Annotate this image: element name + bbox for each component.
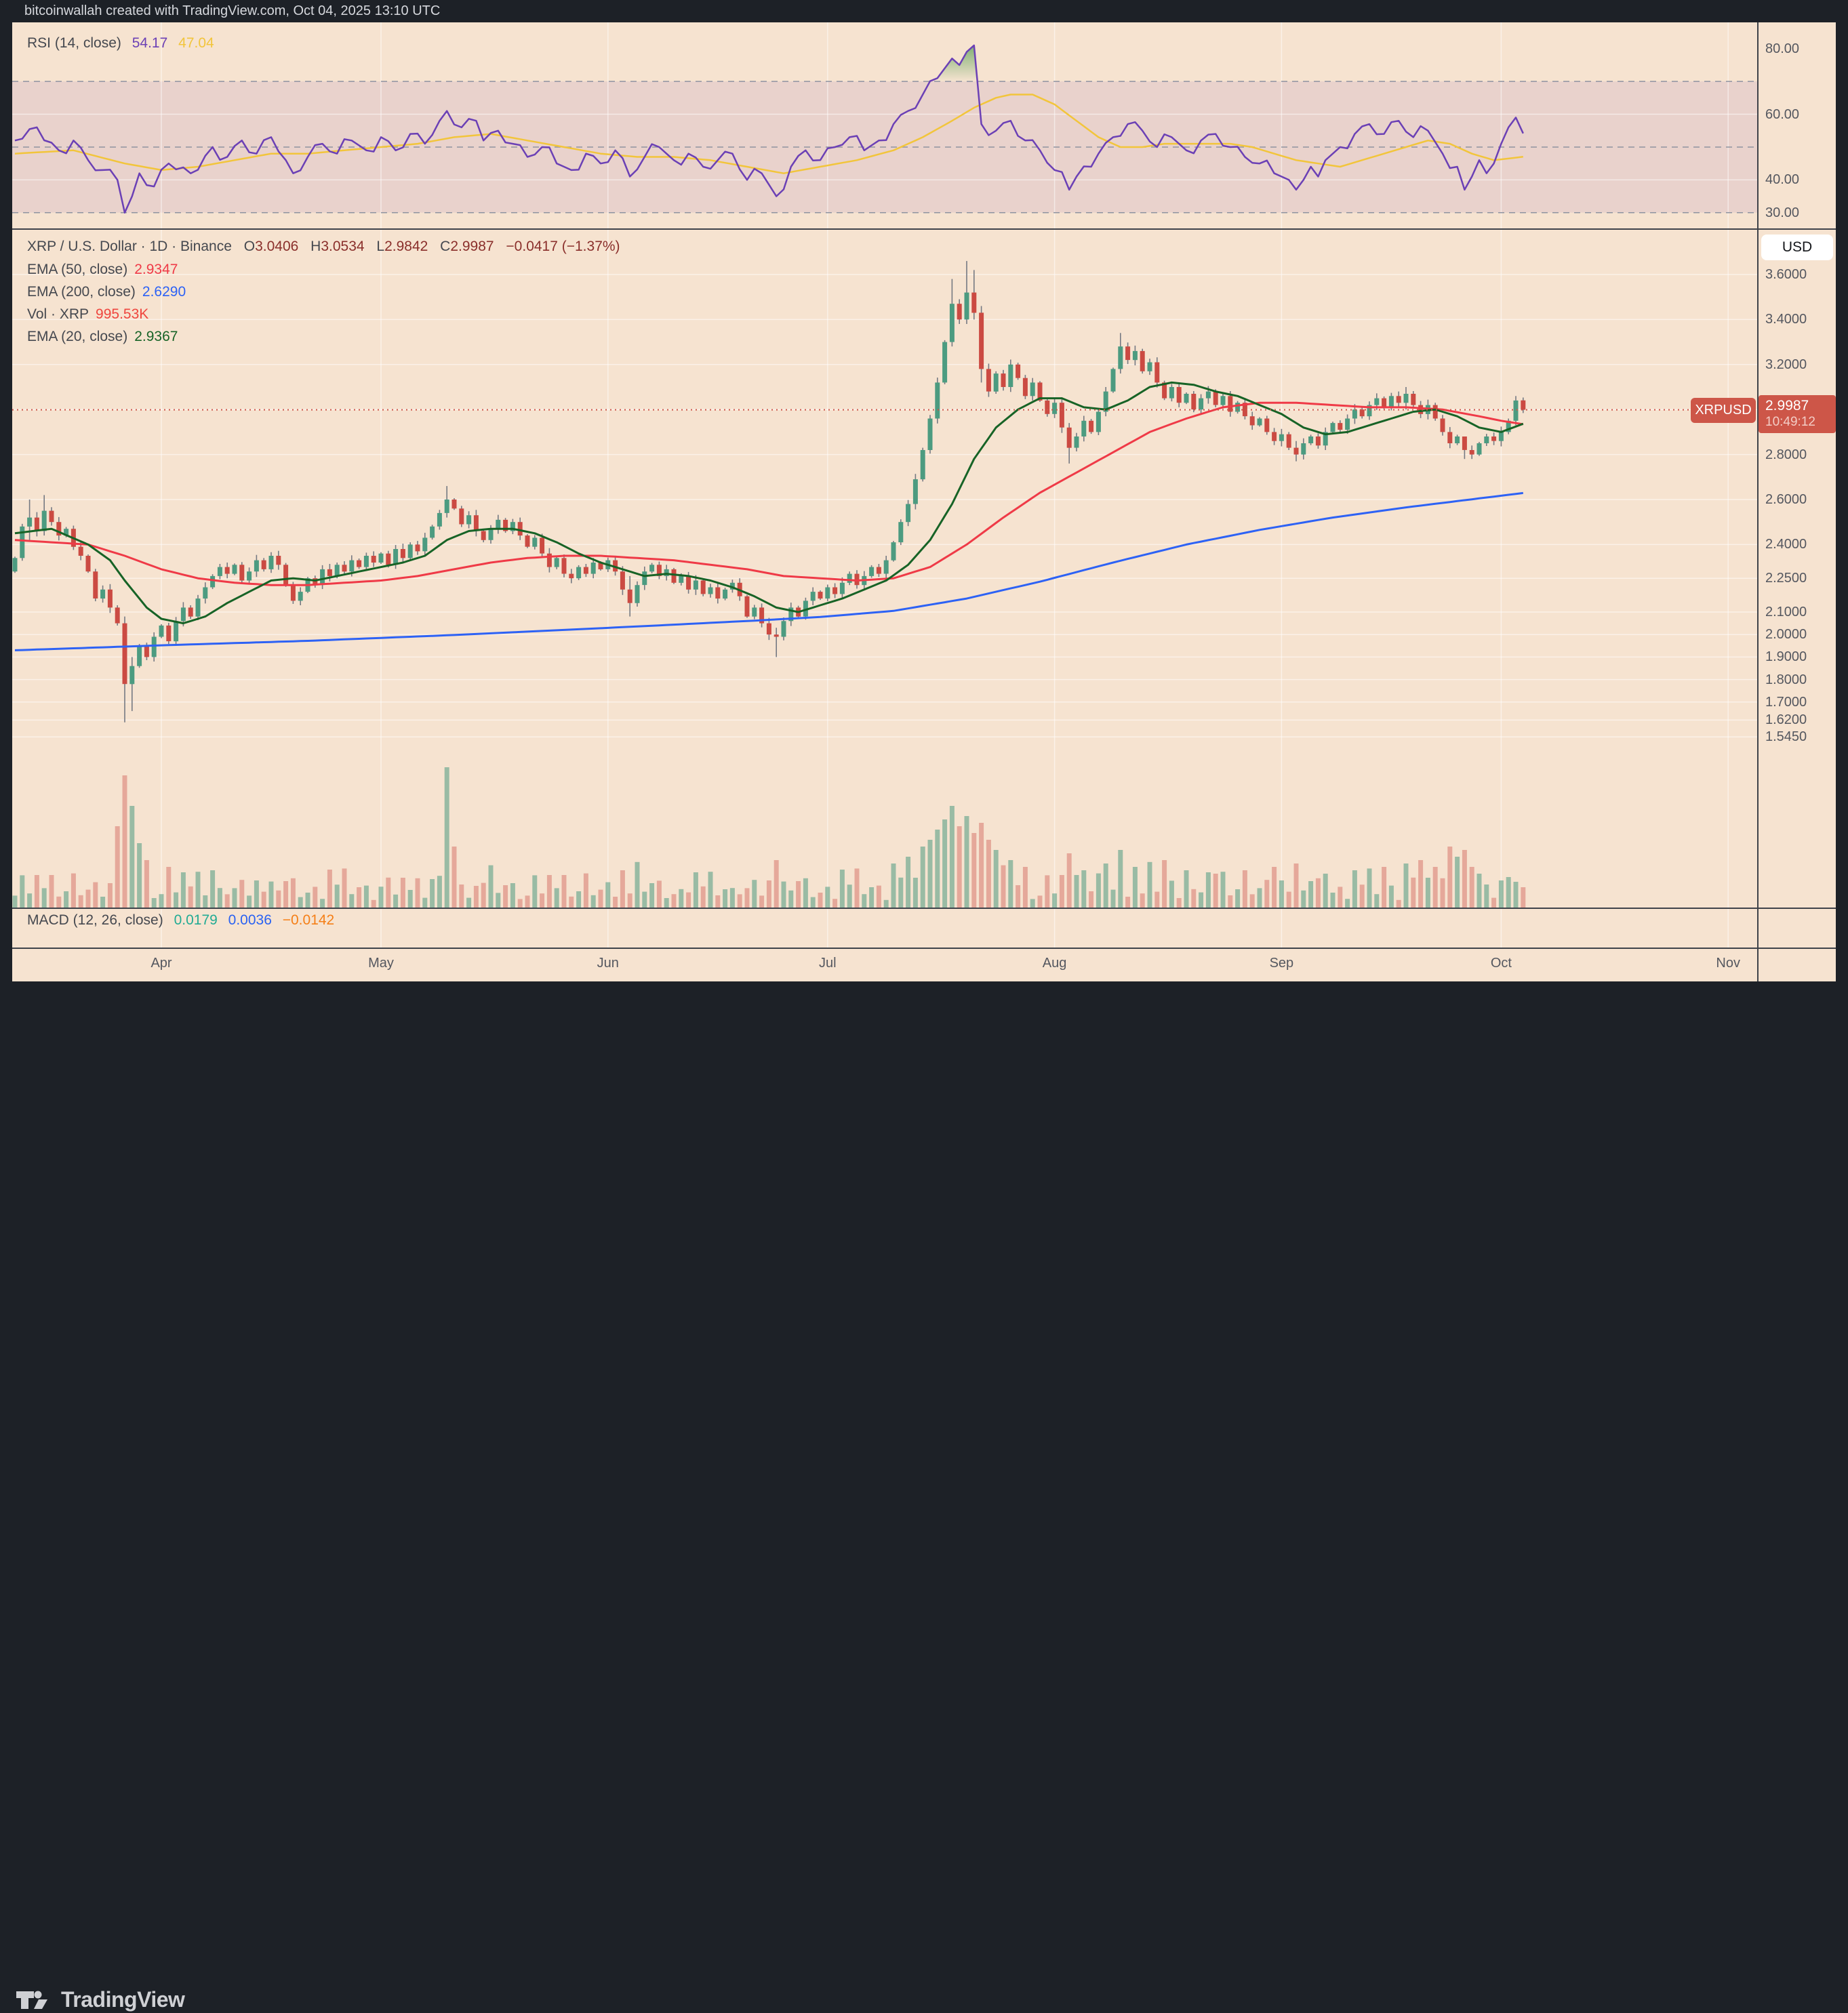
indicator-value: 2.9367: [134, 329, 178, 344]
indicator-label: EMA (20, close): [27, 329, 128, 344]
rsi-ma-value: 47.04: [178, 35, 214, 51]
indicator-legend-row: EMA (50, close) 2.9347: [27, 262, 178, 278]
chart-canvas[interactable]: [0, 0, 1848, 1055]
low-value: 2.9842: [384, 239, 428, 254]
tradingview-wordmark: TradingView: [61, 1987, 185, 2012]
last-price-value: 2.9987: [1765, 398, 1809, 413]
price-axis-label: 3.4000: [1765, 312, 1807, 327]
price-axis-label: 2.0000: [1765, 627, 1807, 643]
close-value: 2.9987: [450, 239, 494, 254]
indicator-value: 2.6290: [142, 284, 186, 300]
indicator-legend-row: Vol · XRP 995.53K: [27, 306, 148, 323]
price-axis-label: 1.8000: [1765, 672, 1807, 687]
currency-toggle-button[interactable]: USD: [1761, 235, 1833, 260]
macd-legend: MACD (12, 26, close) 0.0179 0.0036 −0.01…: [27, 912, 334, 929]
price-axis-label: 3.6000: [1765, 267, 1807, 282]
time-axis-month-label: May: [368, 956, 394, 971]
price-axis-label: 2.8000: [1765, 447, 1807, 462]
macd-signal-value: −0.0142: [282, 912, 335, 928]
indicator-legend-row: EMA (20, close) 2.9367: [27, 329, 178, 345]
price-axis-label: 1.7000: [1765, 694, 1807, 710]
symbol-legend: XRP / U.S. Dollar · 1D · Binance O3.0406…: [27, 239, 620, 255]
indicator-value: 995.53K: [96, 306, 149, 322]
high-value: 3.0534: [321, 239, 365, 254]
indicator-legend-row: EMA (200, close) 2.6290: [27, 284, 186, 300]
symbol-price-tag: XRPUSD: [1691, 398, 1756, 423]
price-axis-label: 1.5450: [1765, 729, 1807, 745]
currency-label: USD: [1782, 239, 1813, 255]
rsi-legend: RSI (14, close) 54.17 47.04: [27, 35, 214, 52]
indicator-label: EMA (200, close): [27, 284, 136, 300]
price-axis-label: 2.1000: [1765, 605, 1807, 619]
indicator-label: EMA (50, close): [27, 262, 128, 277]
price-axis-label: 2.4000: [1765, 537, 1807, 552]
rsi-value: 54.17: [132, 35, 168, 51]
close-label: C: [440, 239, 451, 254]
low-label: L: [376, 239, 385, 254]
tradingview-glyph-icon: [16, 1991, 47, 2009]
symbol-tag-text: XRPUSD: [1695, 403, 1752, 418]
price-axis-label: 2.2500: [1765, 571, 1807, 586]
time-axis-month-label: Nov: [1716, 956, 1740, 971]
attribution-text: bitcoinwallah created with TradingView.c…: [24, 3, 441, 18]
last-price-tag[interactable]: 2.9987 10:49:12: [1759, 395, 1836, 433]
symbol-title: XRP / U.S. Dollar · 1D · Binance: [27, 239, 232, 254]
high-label: H: [310, 239, 321, 254]
rsi-axis-label: 40.00: [1765, 172, 1800, 188]
macd-legend-label: MACD (12, 26, close): [27, 912, 163, 928]
rsi-axis-label: 80.00: [1765, 41, 1800, 56]
time-axis-month-label: Sep: [1269, 956, 1294, 971]
tradingview-logo[interactable]: TradingView: [16, 1986, 185, 2013]
indicator-value: 2.9347: [134, 262, 178, 277]
time-axis-month-label: Oct: [1490, 956, 1512, 971]
price-axis-label: 1.9000: [1765, 649, 1807, 665]
indicator-label: Vol · XRP: [27, 306, 89, 322]
time-axis-month-label: Jun: [597, 956, 619, 971]
time-axis-month-label: Aug: [1042, 956, 1067, 971]
time-axis-month-label: Jul: [819, 956, 837, 971]
rsi-axis-label: 60.00: [1765, 106, 1800, 122]
price-axis-label: 1.6200: [1765, 712, 1807, 728]
price-axis-label: 2.6000: [1765, 492, 1807, 507]
rsi-axis-label: 30.00: [1765, 205, 1800, 220]
change-value: −0.0417 (−1.37%): [506, 239, 620, 254]
macd-line-value: 0.0036: [228, 912, 272, 928]
attribution-bar: bitcoinwallah created with TradingView.c…: [0, 0, 1848, 22]
footer-bar: TradingView: [0, 981, 1848, 2012]
bar-countdown: 10:49:12: [1765, 415, 1815, 429]
open-label: O: [243, 239, 256, 254]
time-axis-month-label: Apr: [150, 956, 172, 971]
price-axis-label: 3.2000: [1765, 357, 1807, 372]
macd-histogram-value: 0.0179: [174, 912, 218, 928]
rsi-legend-label: RSI (14, close): [27, 35, 121, 51]
open-value: 3.0406: [255, 239, 299, 254]
